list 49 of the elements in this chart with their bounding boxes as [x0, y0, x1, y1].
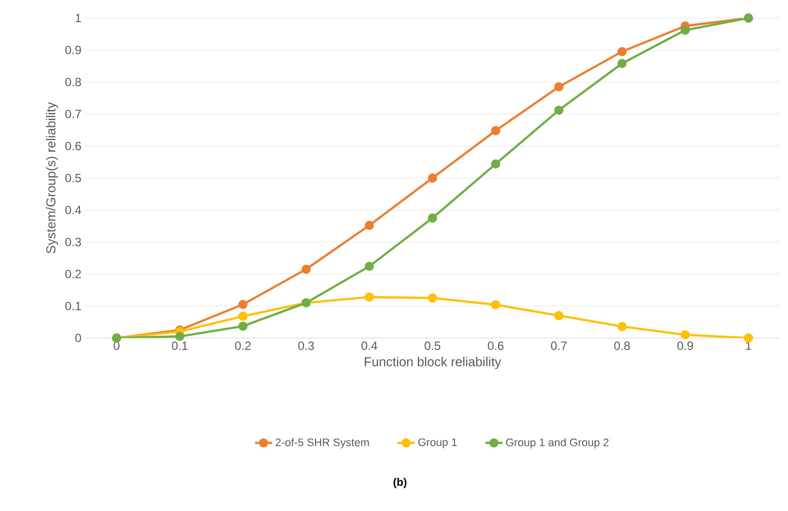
legend-label: Group 1: [418, 438, 457, 448]
y-tick-label: 0: [75, 334, 82, 342]
point: [428, 293, 438, 303]
point: [428, 213, 438, 223]
y-tick-label: 0.3: [65, 238, 81, 246]
y-tick-label: 0.6: [65, 142, 81, 150]
x-tick-label: 0.7: [551, 342, 567, 350]
point: [680, 26, 690, 35]
y-tick-label: 0.7: [65, 110, 81, 118]
point: [491, 159, 500, 168]
point: [428, 173, 438, 183]
x-tick-label: 0.8: [614, 342, 630, 350]
y-tick-label: 0.5: [65, 174, 81, 182]
y-tick-label: 0.1: [65, 302, 81, 310]
point: [554, 82, 564, 92]
x-tick-label: 0.2: [235, 342, 251, 350]
y-tick-label: 0.2: [65, 270, 81, 278]
y-tick-label: 0.8: [65, 78, 81, 86]
legend-label: Group 1 and Group 2: [506, 438, 608, 448]
x-axis-title: Function block reliability: [364, 356, 502, 369]
point: [364, 292, 374, 302]
y-tick-label: 1: [76, 14, 81, 22]
x-tick-label: 0.4: [361, 342, 378, 350]
x-tick-label: 0.5: [424, 342, 440, 350]
point: [617, 58, 627, 68]
point: [364, 220, 374, 230]
point: [364, 262, 374, 271]
point: [238, 300, 248, 309]
y-tick-label: 0.9: [65, 46, 81, 54]
text: (b): [394, 478, 406, 488]
x-tick-label: 0.3: [298, 342, 314, 350]
x-tick-label: 0.9: [677, 342, 693, 350]
point: [238, 322, 248, 331]
point: [554, 106, 564, 115]
y-axis-title: System/Group(s) reliability: [46, 102, 58, 254]
point: [617, 47, 627, 56]
x-tick-label: 0.6: [488, 342, 504, 350]
point: [617, 322, 627, 332]
point: [238, 312, 248, 321]
point: [491, 126, 500, 136]
y-tick-label: 0.4: [65, 206, 82, 214]
point: [744, 333, 753, 343]
point: [302, 264, 311, 274]
point: [554, 311, 564, 320]
point: [680, 330, 690, 340]
point: [175, 332, 184, 341]
x-tick-label: 0.1: [172, 342, 188, 350]
point: [491, 300, 500, 310]
legend-label: 2-of-5 SHR System: [276, 438, 369, 448]
